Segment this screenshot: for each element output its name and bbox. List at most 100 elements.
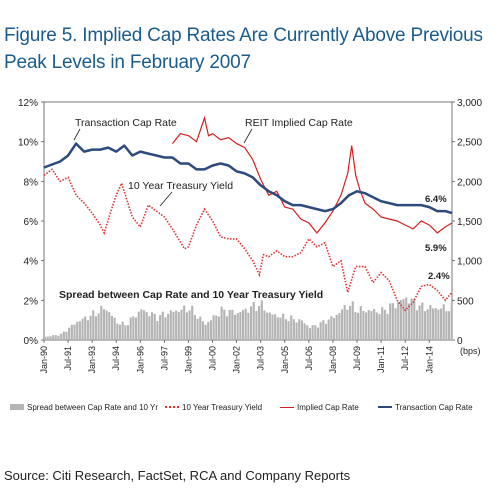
x-tick-label: Jul-00 [208, 346, 218, 371]
x-tick-label: Jan-11 [376, 346, 386, 373]
annotation-arrow-treasury [159, 191, 173, 207]
legend-label-transaction: Transaction Cap Rate [395, 402, 473, 412]
x-tick-label: Jul-91 [63, 346, 73, 371]
x-tick-label: Jul-03 [256, 346, 266, 371]
spread-bar [300, 320, 303, 340]
spread-bar [354, 312, 357, 340]
spread-bar [223, 309, 226, 340]
spread-bar [359, 306, 362, 340]
chart-canvas: 0% 2% 4% 6% 8% 10% 12% 0 500 1,000 1,500 2,000 2,500… [18, 98, 482, 374]
spread-bar [73, 324, 76, 340]
spread-bar [68, 327, 71, 340]
legend-label-treasury: 10 Year Treasury Yield [182, 402, 263, 412]
spread-bar [183, 305, 186, 340]
spread-bar [391, 303, 394, 340]
spread-bar [402, 299, 405, 340]
spread-bar [386, 313, 389, 340]
spread-bar [89, 315, 92, 340]
spread-bar [335, 314, 338, 340]
spread-bar [102, 309, 105, 340]
spread-bar [60, 333, 63, 340]
spread-bar [161, 311, 164, 340]
spread-bar [196, 318, 199, 340]
spread-bar [340, 309, 344, 340]
spread-bar [423, 311, 427, 340]
spread-bar [332, 318, 336, 340]
spread-bar [276, 317, 279, 340]
transaction-cap-rate-line [43, 142, 453, 215]
spread-bar [140, 309, 143, 340]
spread-bar [367, 310, 370, 340]
spread-bar [76, 321, 79, 340]
spread-bar [121, 321, 124, 340]
spread-bar [164, 317, 167, 340]
spread-bar [108, 312, 111, 340]
legend-label-spread: Spread between Cap Rate and 10 Yr [27, 402, 159, 412]
spread-bar [348, 306, 352, 340]
spread-bar [153, 313, 156, 340]
spread-bar [263, 310, 266, 340]
spread-bar [338, 313, 341, 340]
spread-bar [418, 305, 421, 340]
spread-bar [81, 318, 84, 340]
spread-bar [94, 316, 97, 340]
spread-bar [287, 321, 290, 340]
y-right-tick-label: 1,500 [457, 217, 482, 228]
spread-bar [212, 315, 215, 340]
spread-bar [308, 328, 312, 340]
legend-swatch-spread [10, 404, 24, 410]
spread-bar [193, 315, 196, 340]
spread-bar [405, 297, 408, 340]
x-tick-label: Jul-94 [111, 346, 121, 371]
y-right-unit-label: (bps) [460, 346, 481, 356]
spread-bar [177, 312, 180, 340]
y-right-tick-label: 0 [457, 336, 463, 347]
spread-bar [126, 325, 130, 340]
y-right-tick-label: 2,500 [457, 138, 482, 149]
spread-bar [397, 301, 400, 340]
spread-bar [314, 325, 317, 340]
legend-item-treasury: 10 Year Treasury Yield [165, 398, 262, 416]
legend-label-implied: Implied Cap Rate [297, 402, 359, 412]
spread-bar [231, 309, 234, 340]
spread-bar [151, 312, 154, 340]
spread-bar [201, 321, 204, 340]
spread-bar [343, 304, 346, 340]
spread-bar [54, 335, 57, 340]
spread-bar [260, 300, 263, 340]
legend-swatch-transaction [378, 406, 392, 408]
spread-bar [156, 321, 159, 340]
spread-bar [410, 298, 413, 340]
x-tick-label: Jan-14 [424, 346, 434, 374]
spread-bar [426, 309, 429, 340]
spread-bar [268, 312, 271, 340]
y-left-tick-label: 12% [18, 98, 38, 109]
spread-bar [429, 305, 432, 340]
annotation-treasury: 10 Year Treasury Yield [128, 180, 233, 192]
spread-bar [169, 310, 172, 340]
x-tick-label: Jan-99 [183, 346, 193, 374]
x-tick-label: Jan-08 [328, 346, 338, 374]
spread-bar [46, 336, 49, 340]
y-right-tick-label: 1,000 [457, 257, 482, 268]
spread-bar [255, 310, 258, 340]
x-tick-label: Jul-09 [352, 346, 362, 371]
spread-bar [306, 325, 309, 340]
spread-bar [118, 324, 122, 340]
source-note: Source: Citi Research, FactSet, RCA and … [4, 468, 351, 483]
value-label-implied: 5.9% [425, 243, 447, 254]
spread-bar [110, 315, 114, 340]
spread-bar [389, 303, 392, 340]
spread-bar [421, 302, 424, 340]
legend: Spread between Cap Rate and 10 Yr 10 Yea… [10, 398, 494, 416]
value-label-treasury: 2.4% [428, 271, 450, 282]
annotation-transaction: Transaction Cap Rate [75, 117, 177, 129]
spread-bar [399, 300, 402, 340]
spread-bar [282, 313, 285, 340]
spread-bar [319, 322, 322, 340]
y-right-tick-label: 500 [457, 296, 474, 307]
spread-bar [113, 317, 116, 340]
spread-bar [298, 319, 301, 340]
spread-bar [442, 304, 445, 340]
x-tick-label: Jan-93 [87, 346, 97, 374]
